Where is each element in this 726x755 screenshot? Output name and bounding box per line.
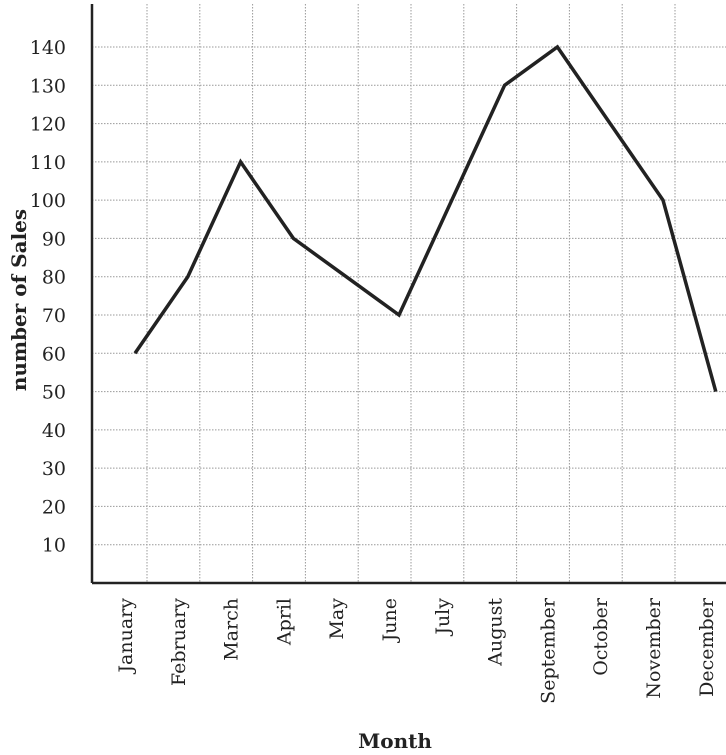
x-tick-label: March <box>221 598 243 661</box>
x-tick-label: April <box>273 598 295 646</box>
x-tick-label: November <box>643 597 665 698</box>
y-tick-label: 140 <box>30 37 66 59</box>
x-tick-label: September <box>537 597 559 704</box>
x-tick-label: January <box>115 598 137 675</box>
y-tick-label: 20 <box>42 496 66 518</box>
y-tick-label: 110 <box>30 152 66 174</box>
x-tick-label: June <box>379 598 401 643</box>
grid <box>92 4 726 583</box>
y-tick-label: 130 <box>30 75 66 97</box>
series-line <box>133 44 718 393</box>
y-tick-label: 100 <box>30 190 66 212</box>
y-tick-label: 40 <box>42 420 66 442</box>
y-tick-label: 90 <box>42 228 66 250</box>
series-layer <box>133 44 718 393</box>
x-tick-label: February <box>168 598 190 686</box>
y-tick-label: 10 <box>42 535 66 557</box>
y-axis-label: number of Sales <box>7 209 31 391</box>
x-tick-label: October <box>590 597 612 676</box>
x-tick-label: August <box>485 598 507 667</box>
x-tick-label: May <box>326 598 348 640</box>
y-tick-label: 120 <box>30 114 66 136</box>
y-tick-label: 60 <box>42 343 66 365</box>
y-tick-label: 80 <box>42 267 66 289</box>
y-tick-label: 70 <box>42 305 66 327</box>
y-axis-ticks: 10 20 30 40 50 60 70 80 90 100 110 120 130 140 <box>30 37 66 557</box>
x-tick-label: December <box>696 597 718 697</box>
x-tick-label: July <box>432 598 454 637</box>
y-tick-label: 30 <box>42 458 66 480</box>
x-axis-ticks: January February March April May June July Augu… <box>115 597 718 704</box>
x-axis-label: Month <box>358 729 432 753</box>
axes <box>90 4 726 585</box>
y-tick-label: 50 <box>42 382 66 404</box>
